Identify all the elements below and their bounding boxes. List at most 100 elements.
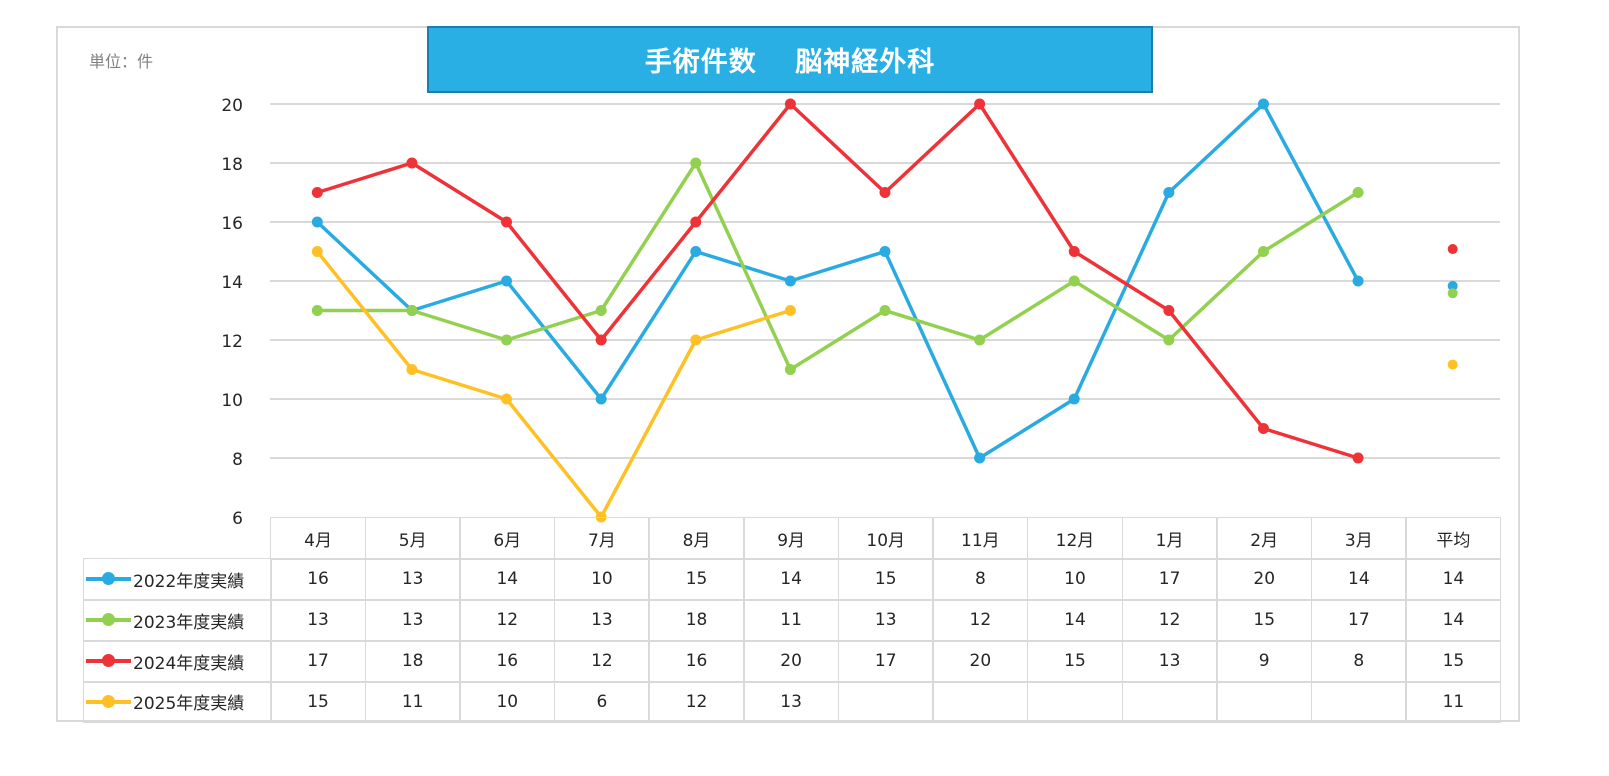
data-point	[1352, 275, 1364, 287]
data-point	[406, 364, 418, 375]
table-cell	[1216, 681, 1313, 723]
table-cell: 12	[648, 681, 745, 723]
data-point	[311, 216, 323, 228]
table-cell: 16	[270, 558, 367, 601]
table-cell: 14	[743, 558, 840, 601]
data-point	[1163, 334, 1175, 346]
table-cell: 13	[837, 599, 934, 642]
legend-marker-icon	[86, 694, 131, 709]
table-cell: 11	[364, 681, 461, 723]
y-tick-label: 16	[221, 214, 243, 234]
table-cell: 14	[1310, 558, 1407, 601]
table-cell: 12	[1121, 599, 1218, 642]
average-point	[1447, 288, 1458, 299]
data-point	[879, 305, 891, 316]
data-point	[879, 187, 891, 198]
table-cell: 20	[743, 640, 840, 683]
data-point	[690, 216, 702, 228]
data-point	[1257, 423, 1269, 434]
table-cell: 13	[743, 681, 840, 723]
table-cell: 11	[743, 599, 840, 642]
legend-entry: 2022年度実績	[83, 558, 272, 601]
table-cell	[1121, 681, 1218, 723]
data-point	[1257, 98, 1269, 110]
average-point	[1447, 244, 1458, 255]
data-point	[501, 216, 513, 228]
legend-label: 2025年度実績	[133, 694, 245, 715]
legend-label: 2024年度実績	[133, 653, 245, 674]
data-point	[1352, 452, 1364, 464]
series-line-0	[316, 102, 1360, 460]
average-header: 平均	[1405, 517, 1502, 560]
table-cell: 20	[1216, 558, 1313, 601]
y-tick-label: 6	[232, 509, 243, 529]
table-cell: 16	[459, 640, 556, 683]
data-point	[1068, 393, 1080, 405]
data-point	[311, 305, 323, 316]
data-point	[974, 334, 986, 346]
category-header: 10月	[837, 517, 934, 560]
table-cell: 18	[648, 599, 745, 642]
category-header: 6月	[459, 517, 556, 560]
category-header: 12月	[1026, 517, 1124, 560]
data-point	[974, 452, 986, 464]
table-cell: 13	[270, 599, 367, 642]
category-header: 9月	[743, 517, 840, 560]
table-cell: 20	[932, 640, 1029, 683]
category-header: 11月	[932, 517, 1029, 560]
table-cell: 17	[270, 640, 367, 683]
data-point	[501, 393, 513, 405]
average-point	[1447, 280, 1458, 291]
average-point	[1447, 359, 1458, 370]
y-tick-label: 12	[221, 332, 243, 352]
category-header: 5月	[364, 517, 461, 560]
data-point	[974, 98, 986, 110]
table-cell: 14	[459, 558, 556, 601]
average-cell: 15	[1405, 640, 1502, 683]
table-cell: 8	[932, 558, 1029, 601]
data-point	[311, 246, 323, 257]
table-cell: 17	[1310, 599, 1407, 642]
table-cell: 10	[553, 558, 650, 601]
table-cell: 15	[648, 558, 745, 601]
legend-entry: 2024年度実績	[83, 640, 272, 683]
table-cell: 12	[553, 640, 650, 683]
data-point	[1257, 246, 1269, 257]
y-tick-label: 18	[221, 155, 243, 175]
table-cell: 13	[553, 599, 650, 642]
series-line-3	[315, 250, 791, 519]
data-point	[1068, 246, 1080, 257]
average-cell: 14	[1405, 558, 1502, 601]
data-point	[1068, 275, 1080, 287]
table-cell: 12	[932, 599, 1029, 642]
data-point	[406, 305, 418, 316]
table-cell: 18	[364, 640, 461, 683]
average-cell: 11	[1405, 681, 1502, 723]
table-cell: 12	[459, 599, 556, 642]
table-cell: 14	[1026, 599, 1124, 642]
category-header: 2月	[1216, 517, 1313, 560]
table-cell: 15	[270, 681, 367, 723]
table-cell: 17	[837, 640, 934, 683]
category-header: 7月	[553, 517, 650, 560]
table-cell: 15	[1026, 640, 1124, 683]
chart-title: 手術件数 脳神経外科	[427, 26, 1153, 93]
table-cell	[932, 681, 1029, 723]
table-cell: 13	[364, 599, 461, 642]
data-point	[879, 246, 891, 257]
legend-marker-icon	[86, 572, 131, 586]
table-cell: 8	[1310, 640, 1407, 683]
legend-marker-icon	[86, 654, 131, 668]
series-line-1	[317, 161, 1360, 372]
data-point	[690, 334, 702, 346]
average-cell: 14	[1405, 599, 1502, 642]
category-header: 1月	[1121, 517, 1218, 560]
legend-label: 2023年度実績	[133, 612, 245, 633]
data-point	[501, 275, 513, 287]
legend-marker-icon	[86, 613, 131, 627]
y-tick-label: 14	[221, 273, 243, 293]
category-header: 4月	[270, 517, 367, 560]
data-point	[406, 157, 418, 169]
table-cell: 13	[364, 558, 461, 601]
y-tick-label: 8	[232, 450, 243, 470]
